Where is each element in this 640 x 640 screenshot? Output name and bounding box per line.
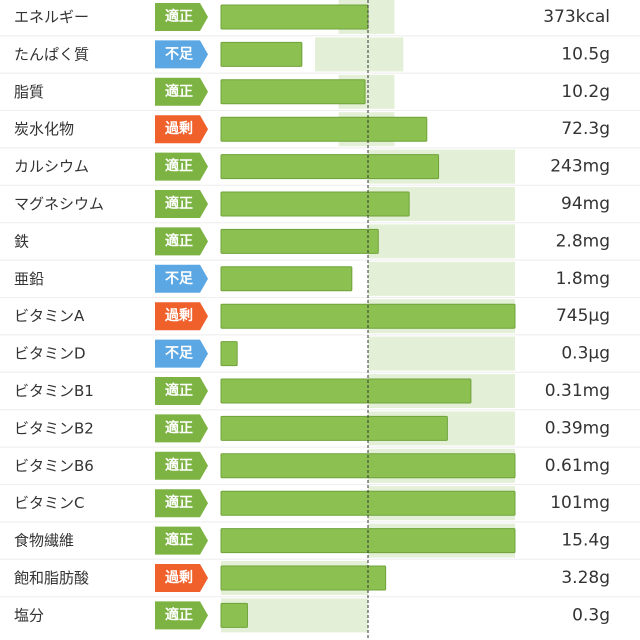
nutrient-name: ビタミンD xyxy=(14,345,86,363)
status-label: 適正 xyxy=(165,232,193,249)
amount: 0.61mg xyxy=(545,456,610,476)
nutrient-name: カルシウム xyxy=(14,158,89,176)
nutrient-name: マグネシウム xyxy=(14,195,104,213)
status-label: 適正 xyxy=(165,195,193,212)
bar xyxy=(220,266,353,292)
status-label: 適正 xyxy=(165,419,193,436)
status-label: 適正 xyxy=(165,382,193,399)
status-badge xyxy=(155,564,208,592)
bar xyxy=(220,602,248,628)
amount: 0.3μg xyxy=(561,344,610,364)
bar xyxy=(220,41,303,67)
status-badge xyxy=(155,414,208,443)
status-badge xyxy=(155,152,208,181)
status-badge xyxy=(155,377,208,405)
recommended-range xyxy=(368,336,515,371)
status-label: 適正 xyxy=(165,606,193,623)
amount: 373kcal xyxy=(543,7,610,27)
status-badge xyxy=(155,227,208,256)
bar xyxy=(220,415,448,441)
nutrient-name: 炭水化物 xyxy=(14,120,74,138)
nutrient-name: ビタミンB6 xyxy=(14,457,94,475)
bar xyxy=(220,378,472,404)
bar xyxy=(220,191,410,217)
status-label: 適正 xyxy=(165,83,193,100)
status-badge xyxy=(155,451,208,480)
status-badge xyxy=(155,115,208,144)
bar xyxy=(220,228,379,254)
amount: 745μg xyxy=(556,306,610,326)
status-badge xyxy=(155,489,208,518)
nutrient-name: 食物繊維 xyxy=(14,532,74,550)
status-label: 過剰 xyxy=(164,569,193,586)
amount: 2.8mg xyxy=(556,231,610,251)
amount: 0.3g xyxy=(572,605,610,625)
amount: 15.4g xyxy=(561,531,610,551)
status-label: 適正 xyxy=(165,494,193,511)
recommended-range xyxy=(315,37,404,72)
amount: 10.2g xyxy=(561,82,610,102)
nutrient-name: ビタミンB1 xyxy=(14,382,94,400)
status-label: 過剰 xyxy=(164,307,193,324)
status-label: 適正 xyxy=(165,158,193,175)
nutrient-name: 亜鉛 xyxy=(14,270,44,288)
amount: 101mg xyxy=(550,493,610,513)
status-label: 不足 xyxy=(165,271,194,287)
status-label: 適正 xyxy=(165,8,193,25)
status-badge xyxy=(155,40,208,69)
amount: 243mg xyxy=(550,157,610,177)
status-label: 過剰 xyxy=(164,120,193,137)
status-badge xyxy=(155,190,208,218)
amount: 0.31mg xyxy=(545,381,610,401)
status-badge xyxy=(155,302,208,331)
amount: 10.5g xyxy=(561,44,610,64)
nutrient-name: ビタミンC xyxy=(14,494,84,512)
nutrient-name: ビタミンB2 xyxy=(14,419,94,437)
bar xyxy=(220,4,369,30)
status-badge xyxy=(155,526,208,555)
bar xyxy=(220,116,428,142)
nutrient-name: 脂質 xyxy=(14,83,44,101)
bar xyxy=(220,154,440,180)
recommended-range xyxy=(368,224,515,259)
amount: 72.3g xyxy=(561,119,610,139)
amount: 94mg xyxy=(561,194,610,214)
bar xyxy=(220,565,387,591)
nutrient-name: 塩分 xyxy=(14,606,44,624)
status-label: 不足 xyxy=(165,346,194,362)
amount: 1.8mg xyxy=(556,269,610,289)
status-label: 適正 xyxy=(165,532,193,549)
amount: 3.28g xyxy=(561,568,610,588)
status-label: 不足 xyxy=(165,46,194,62)
amount: 0.39mg xyxy=(545,418,610,438)
bar xyxy=(220,79,366,105)
nutrient-name: 鉄 xyxy=(14,232,29,250)
nutrient-name: たんぱく質 xyxy=(14,45,89,63)
status-badge xyxy=(155,77,208,106)
nutrient-name: エネルギー xyxy=(14,8,89,26)
status-badge xyxy=(155,264,208,293)
nutrient-name: ビタミンA xyxy=(14,307,85,325)
status-badge xyxy=(155,3,208,31)
status-badge xyxy=(155,339,208,368)
status-label: 適正 xyxy=(165,457,193,474)
bar xyxy=(220,341,238,367)
nutrient-name: 飽和脂肪酸 xyxy=(14,569,89,587)
status-badge xyxy=(155,601,208,630)
recommended-range xyxy=(368,261,515,296)
